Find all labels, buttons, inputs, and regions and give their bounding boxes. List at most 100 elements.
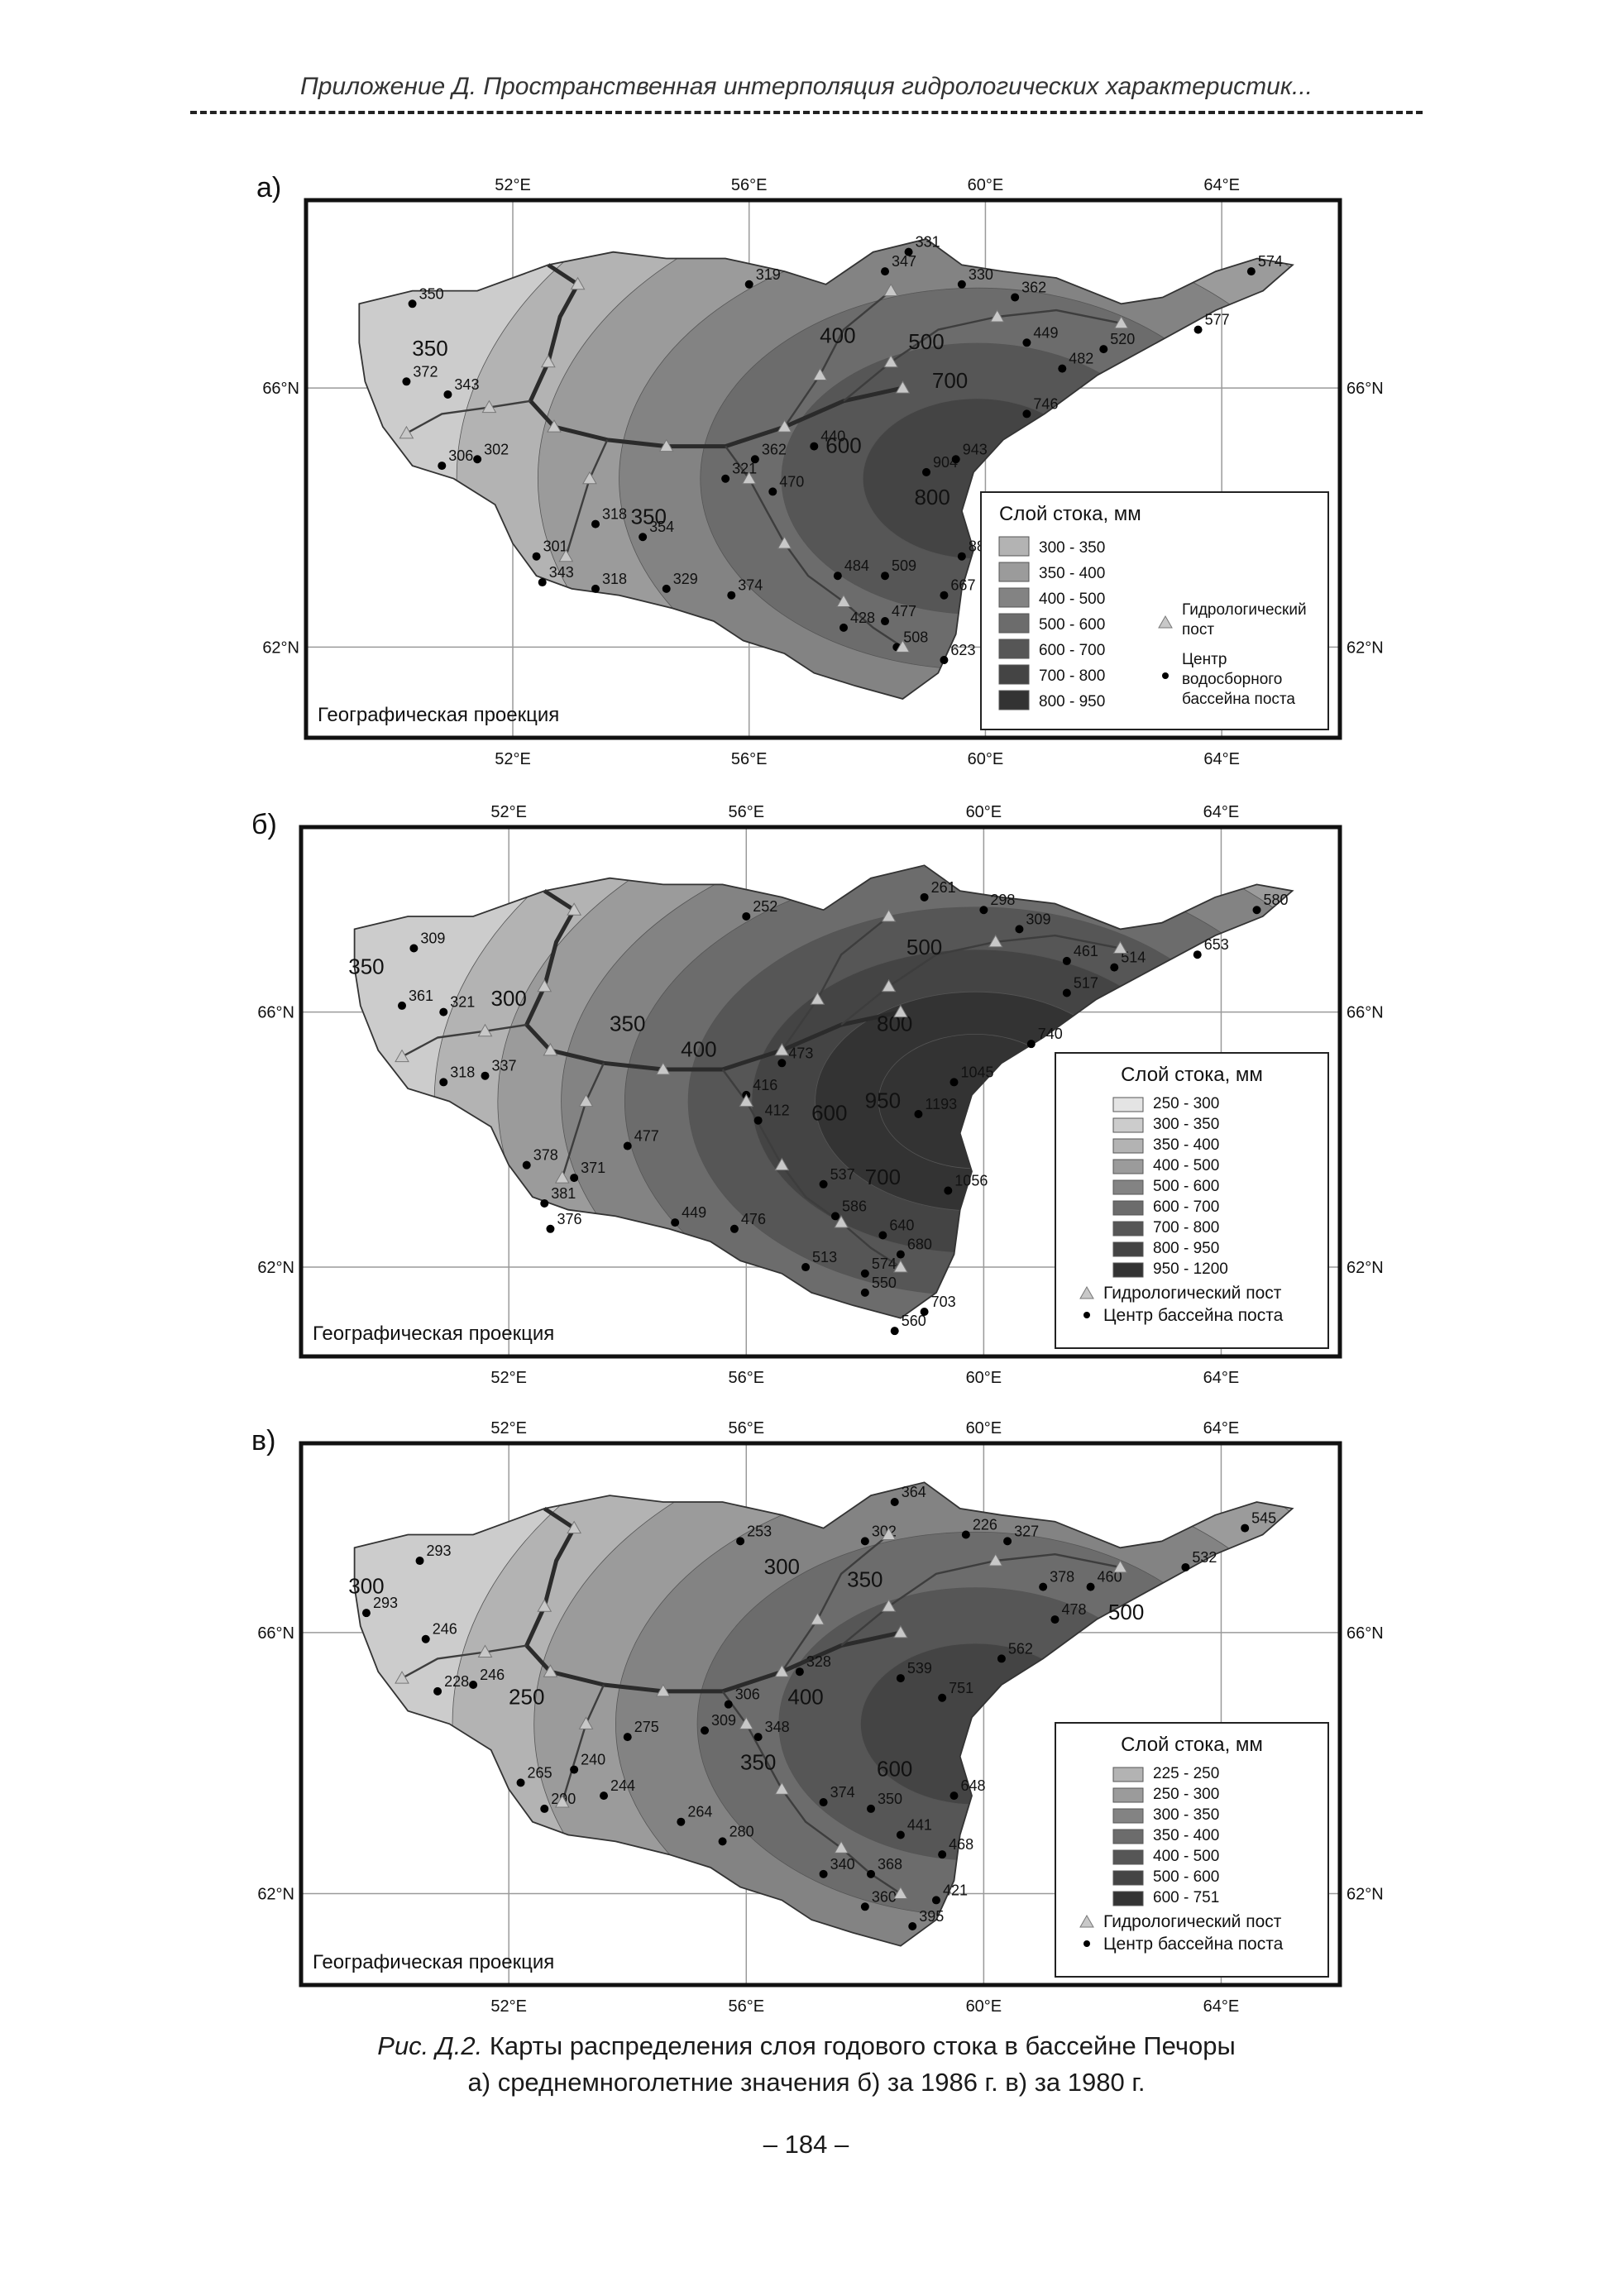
lon-tick-label-top: 60°E xyxy=(966,803,1002,821)
station-value-label: 395 xyxy=(919,1908,944,1925)
station-value-label: 574 xyxy=(872,1256,897,1272)
lon-tick-label-bottom: 64°E xyxy=(1203,750,1240,768)
station-value-label: 478 xyxy=(1061,1601,1086,1618)
legend-class-label: 700 - 800 xyxy=(1153,1219,1219,1236)
legend-swatch xyxy=(1112,1849,1144,1865)
hydro-post-marker xyxy=(810,1612,825,1625)
station-value-label: 653 xyxy=(1204,936,1229,953)
legend-class-label: 600 - 700 xyxy=(1153,1198,1219,1216)
isoline-label: 950 xyxy=(865,1088,901,1112)
basin-center-point xyxy=(742,911,751,921)
station-value-label: 368 xyxy=(878,1856,902,1873)
basin-center-point xyxy=(1181,1562,1190,1571)
basin-center-point xyxy=(1026,1040,1036,1049)
station-value-label: 1193 xyxy=(925,1096,957,1112)
hydro-post-marker xyxy=(812,367,828,380)
basin-center-point xyxy=(881,267,889,276)
map-frame-border xyxy=(299,825,1342,1359)
station-value-label: 321 xyxy=(732,461,757,477)
legend-class-label: 400 - 500 xyxy=(1153,1848,1219,1865)
station-value-label: 374 xyxy=(738,577,763,594)
caption-line-1: Рис. Д.2. Карты распределения слоя годов… xyxy=(190,2028,1423,2064)
hydro-post-marker xyxy=(739,1716,754,1729)
basin-center-point xyxy=(940,591,949,600)
basin-center-point xyxy=(830,1212,839,1221)
basin-center-point xyxy=(950,1078,959,1087)
station-value-label: 740 xyxy=(1038,1026,1063,1042)
basin-center-point xyxy=(839,623,848,632)
basin-center-point xyxy=(922,467,930,476)
hydro-post-marker xyxy=(537,978,552,993)
map-frame-border xyxy=(304,198,1342,740)
lat-tick-label-right: 66°N xyxy=(1347,1004,1384,1022)
legend-swatch xyxy=(1112,1241,1144,1257)
station-value-label: 252 xyxy=(753,898,777,915)
station-value-label: 309 xyxy=(711,1712,736,1729)
station-value-label: 468 xyxy=(949,1836,973,1853)
basin-center-point xyxy=(881,572,889,581)
basin-center-point xyxy=(408,299,417,309)
hydro-post-marker xyxy=(477,1023,493,1037)
basin-center-point xyxy=(944,1186,953,1195)
station-value-label: 577 xyxy=(1205,312,1230,328)
legend-class-label: 250 - 300 xyxy=(1153,1095,1219,1112)
basin-center-point xyxy=(744,280,753,289)
station-value-label: 421 xyxy=(943,1882,968,1898)
hydro-post-marker xyxy=(774,1782,790,1795)
hydro-post-marker xyxy=(774,1157,790,1171)
lat-tick-label-left: 66°N xyxy=(262,380,299,398)
station-value-label: 318 xyxy=(602,571,627,587)
basin-center-point xyxy=(951,455,960,464)
station-value-label: 309 xyxy=(420,930,445,947)
tributary-river xyxy=(561,1062,605,1179)
station-value-label: 428 xyxy=(850,610,875,626)
basin-center-point xyxy=(1062,956,1071,965)
basin-center-point xyxy=(961,1530,970,1539)
legend-class-label: 300 - 350 xyxy=(1153,1806,1219,1824)
basin-center-point xyxy=(677,1817,686,1826)
lon-tick-label-top: 64°E xyxy=(1203,803,1240,821)
station-value-label: 275 xyxy=(634,1719,659,1735)
hydro-post-marker xyxy=(881,978,897,993)
legend-swatch xyxy=(1112,1200,1144,1216)
isoline-label: 700 xyxy=(932,368,968,393)
tributary-river xyxy=(783,289,892,428)
station-value-label: 537 xyxy=(830,1166,855,1183)
legend: Слой стока, мм 225 - 250 250 - 300 300 - 35… xyxy=(1055,1722,1329,1978)
legend-center-label: Центр бассейна поста xyxy=(1103,1306,1284,1325)
station-value-label: 640 xyxy=(889,1217,914,1233)
station-value-label: 321 xyxy=(450,994,475,1011)
basin-center-point xyxy=(361,1609,371,1618)
tributary-river xyxy=(781,1533,890,1672)
lon-tick-label-bottom: 60°E xyxy=(966,1997,1002,2016)
hydro-post-marker xyxy=(543,1664,558,1677)
isoline-label: 350 xyxy=(348,954,384,978)
station-value-label: 532 xyxy=(1192,1549,1217,1566)
legend-post-symbol xyxy=(1079,1914,1094,1928)
station-value-label: 473 xyxy=(788,1045,813,1061)
tributary-river xyxy=(840,934,1121,1026)
hydro-post-marker xyxy=(481,399,497,414)
legend: Слой стока, мм 250 - 300 300 - 350 350 - 40… xyxy=(1055,1052,1329,1349)
station-value-label: 477 xyxy=(892,603,916,619)
station-value-label: 350 xyxy=(419,285,444,302)
basin-center-point xyxy=(920,892,929,902)
legend-box xyxy=(980,491,1329,730)
lon-tick-label-bottom: 64°E xyxy=(1203,1997,1240,2016)
legend-post-label: Гидрологический xyxy=(1182,601,1307,619)
legend-title: Слой стока, мм xyxy=(1121,1064,1263,1086)
hydro-post-marker xyxy=(881,1599,897,1612)
station-value-label: 441 xyxy=(907,1816,932,1833)
lon-tick-label-bottom: 64°E xyxy=(1203,1369,1240,1387)
hydro-post-marker xyxy=(834,1215,849,1228)
hydro-post-marker xyxy=(810,992,825,1005)
legend-swatch xyxy=(998,639,1030,659)
lat-tick-label-left: 66°N xyxy=(257,1624,294,1643)
legend-swatch xyxy=(998,690,1030,710)
station-value-label: 751 xyxy=(949,1680,973,1696)
lat-tick-label-left: 62°N xyxy=(257,1886,294,1904)
isoline-label: 500 xyxy=(906,935,942,959)
basin-center-point xyxy=(867,1869,876,1878)
hydro-post-marker xyxy=(655,1062,671,1075)
tributary-river xyxy=(565,439,609,557)
